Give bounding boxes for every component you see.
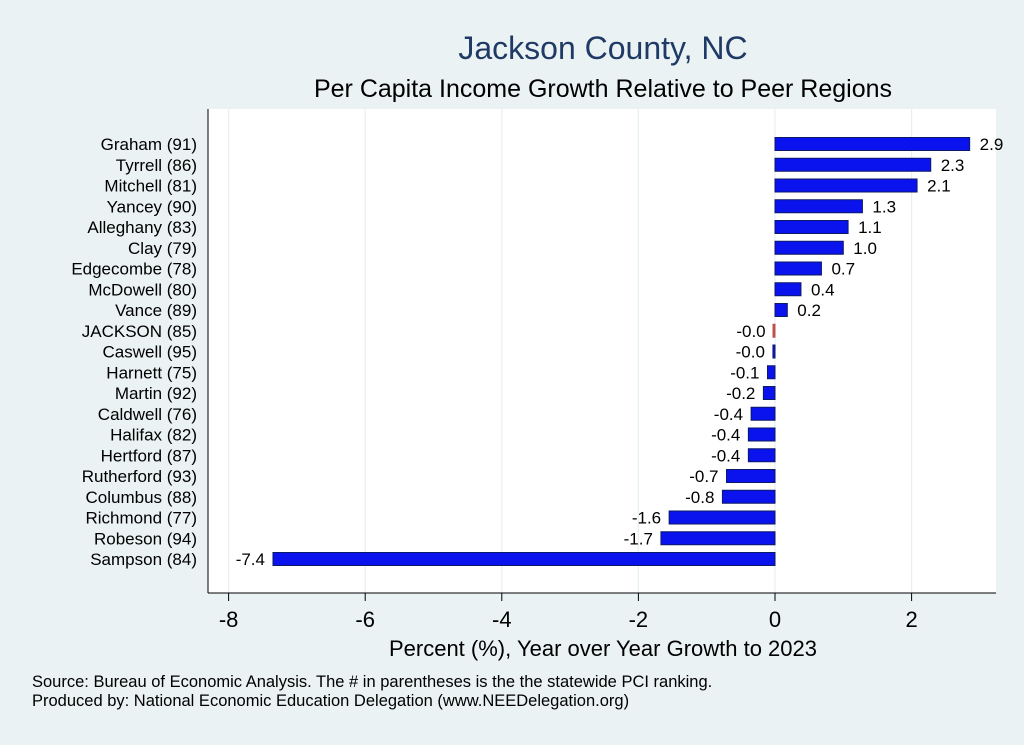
- bar: [762, 386, 776, 400]
- bar: [772, 344, 776, 359]
- bar: [774, 137, 971, 151]
- value-label: -1.6: [632, 509, 661, 528]
- value-label: -7.4: [236, 550, 265, 569]
- source-note: Source: Bureau of Economic Analysis. The…: [32, 673, 713, 691]
- x-tick-label: 2: [905, 607, 917, 632]
- value-label: -0.7: [689, 467, 718, 486]
- bar: [721, 489, 776, 504]
- bar: [660, 531, 776, 546]
- value-label: -0.4: [711, 446, 740, 465]
- value-label: 1.0: [853, 239, 877, 258]
- bar: [747, 448, 776, 463]
- bar: [726, 469, 776, 483]
- category-label: JACKSON (85): [82, 322, 197, 341]
- category-label: Clay (79): [128, 239, 197, 258]
- category-label: McDowell (80): [88, 280, 197, 299]
- category-label: Richmond (77): [86, 509, 198, 528]
- value-label: -0.8: [685, 488, 714, 507]
- bar: [774, 303, 788, 317]
- category-label: Caldwell (76): [98, 405, 197, 424]
- value-label: -0.2: [726, 384, 755, 403]
- x-tick-label: -6: [355, 607, 375, 632]
- value-label: 1.1: [858, 218, 882, 237]
- category-label: Columbus (88): [86, 488, 198, 507]
- value-label: 0.2: [797, 301, 821, 320]
- bar: [774, 178, 918, 193]
- bar: [774, 199, 863, 214]
- value-label: -0.1: [730, 363, 759, 382]
- category-label: Rutherford (93): [82, 467, 197, 486]
- bar: [668, 510, 776, 525]
- bars: Graham (91) 2.9 Tyrrell (86) 2.3 Mitchell (8…: [71, 135, 1003, 569]
- category-label: Caswell (95): [103, 343, 197, 362]
- x-axis-title: Percent (%), Year over Year Growth to 20…: [389, 636, 817, 661]
- value-label: -0.0: [736, 343, 765, 362]
- value-label: 2.1: [927, 177, 951, 196]
- value-label: -0.4: [714, 405, 743, 424]
- chart-title: Jackson County, NC: [458, 30, 747, 66]
- category-label: Harnett (75): [106, 363, 197, 382]
- bar: [774, 240, 844, 255]
- category-label: Halifax (82): [110, 426, 197, 445]
- category-label: Robeson (94): [94, 529, 197, 548]
- category-label: Martin (92): [115, 384, 197, 403]
- bar: [774, 261, 822, 276]
- value-label: 0.4: [811, 280, 835, 299]
- value-label: 2.3: [941, 156, 965, 175]
- category-label: Yancey (90): [107, 197, 197, 216]
- bar: [766, 365, 776, 380]
- x-tick-label: -4: [492, 607, 512, 632]
- producer-note: Produced by: National Economic Education…: [32, 692, 630, 710]
- x-axis-ticks: -8 -6 -4 -2 0 2: [219, 593, 918, 632]
- gridlines: [228, 109, 913, 593]
- x-tick-label: -8: [219, 607, 239, 632]
- bar-highlight: [772, 323, 776, 338]
- category-label: Hertford (87): [101, 446, 197, 465]
- bar: [750, 406, 776, 421]
- x-tick-label: -2: [629, 607, 649, 632]
- category-label: Tyrrell (86): [116, 156, 197, 175]
- value-label: 0.7: [831, 260, 855, 279]
- bar: [774, 282, 802, 297]
- category-label: Graham (91): [101, 135, 197, 154]
- bar: [774, 157, 932, 172]
- bar: [774, 220, 849, 234]
- category-label: Vance (89): [115, 301, 197, 320]
- value-label: -1.7: [624, 529, 653, 548]
- value-label: -0.0: [736, 322, 765, 341]
- value-label: 1.3: [872, 197, 896, 216]
- category-label: Sampson (84): [90, 550, 197, 569]
- category-label: Mitchell (81): [104, 177, 197, 196]
- x-tick-label: 0: [769, 607, 781, 632]
- value-label: 2.9: [980, 135, 1004, 154]
- category-label: Alleghany (83): [87, 218, 197, 237]
- bar: [747, 427, 776, 442]
- category-label: Edgecombe (78): [71, 260, 197, 279]
- chart-subtitle: Per Capita Income Growth Relative to Pee…: [314, 75, 892, 103]
- value-label: -0.4: [711, 426, 740, 445]
- bar: [272, 552, 776, 566]
